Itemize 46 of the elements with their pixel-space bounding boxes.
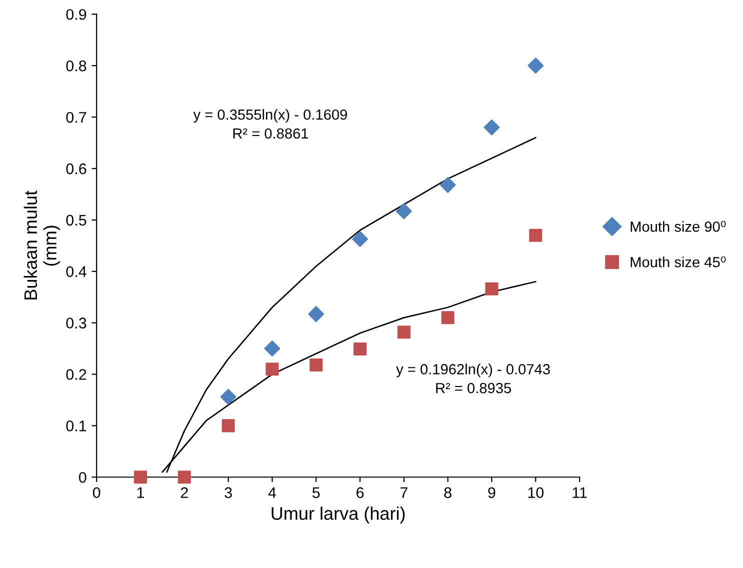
point xyxy=(441,311,454,324)
x-tick-label: 7 xyxy=(400,487,408,498)
x-tick-label: 0 xyxy=(92,487,100,498)
point xyxy=(397,326,410,339)
point xyxy=(222,419,235,432)
y-tick-label: 0.1 xyxy=(66,420,86,432)
y-tick-label: 0.6 xyxy=(66,163,86,174)
point xyxy=(396,203,412,220)
point xyxy=(264,340,280,357)
legend-label: Mouth size 45⁰ xyxy=(630,256,726,268)
annotation: y = 0.3555ln(x) - 0.1609 R² = 0.8861 xyxy=(193,109,347,139)
point xyxy=(352,230,368,247)
y-tick-label: 0.3 xyxy=(66,318,86,328)
y-tick-label: 0.4 xyxy=(66,266,86,278)
legend-label: Mouth size 90⁰ xyxy=(630,220,726,232)
y-tick-label: 0.7 xyxy=(66,112,86,123)
x-tick-label: 8 xyxy=(444,487,452,498)
x-tick-label: 5 xyxy=(312,487,320,498)
x-tick-label: 3 xyxy=(224,487,232,498)
x-tick-label: 11 xyxy=(572,487,587,498)
y-tick-label: 0 xyxy=(78,472,86,483)
x-tick-label: 6 xyxy=(356,487,364,498)
point xyxy=(310,358,323,372)
x-tick-label: 10 xyxy=(528,487,544,498)
y-tick-label: 0.9 xyxy=(66,9,86,20)
point xyxy=(178,470,191,484)
point xyxy=(529,228,542,242)
point xyxy=(484,119,500,136)
point xyxy=(485,282,498,296)
x-axis-title: Umur larva (hari) xyxy=(272,506,405,524)
annotation: y = 0.1962ln(x) - 0.0743 R² = 0.8935 xyxy=(396,364,550,394)
x-tick-label: 9 xyxy=(488,487,496,498)
y-axis-title: Bukaan mulut (mm) xyxy=(24,190,60,300)
point xyxy=(528,58,544,74)
point xyxy=(354,342,367,356)
x-tick-label: 4 xyxy=(268,487,276,498)
y-tick-label: 0.5 xyxy=(66,214,86,226)
point xyxy=(134,470,147,484)
x-tick-label: 2 xyxy=(180,487,188,498)
point xyxy=(308,306,324,322)
y-tick-label: 0.2 xyxy=(66,369,86,380)
y-tick-label: 0.8 xyxy=(66,60,86,72)
point xyxy=(440,176,456,193)
point xyxy=(220,388,236,405)
x-tick-label: 1 xyxy=(137,487,144,498)
point xyxy=(266,362,279,376)
